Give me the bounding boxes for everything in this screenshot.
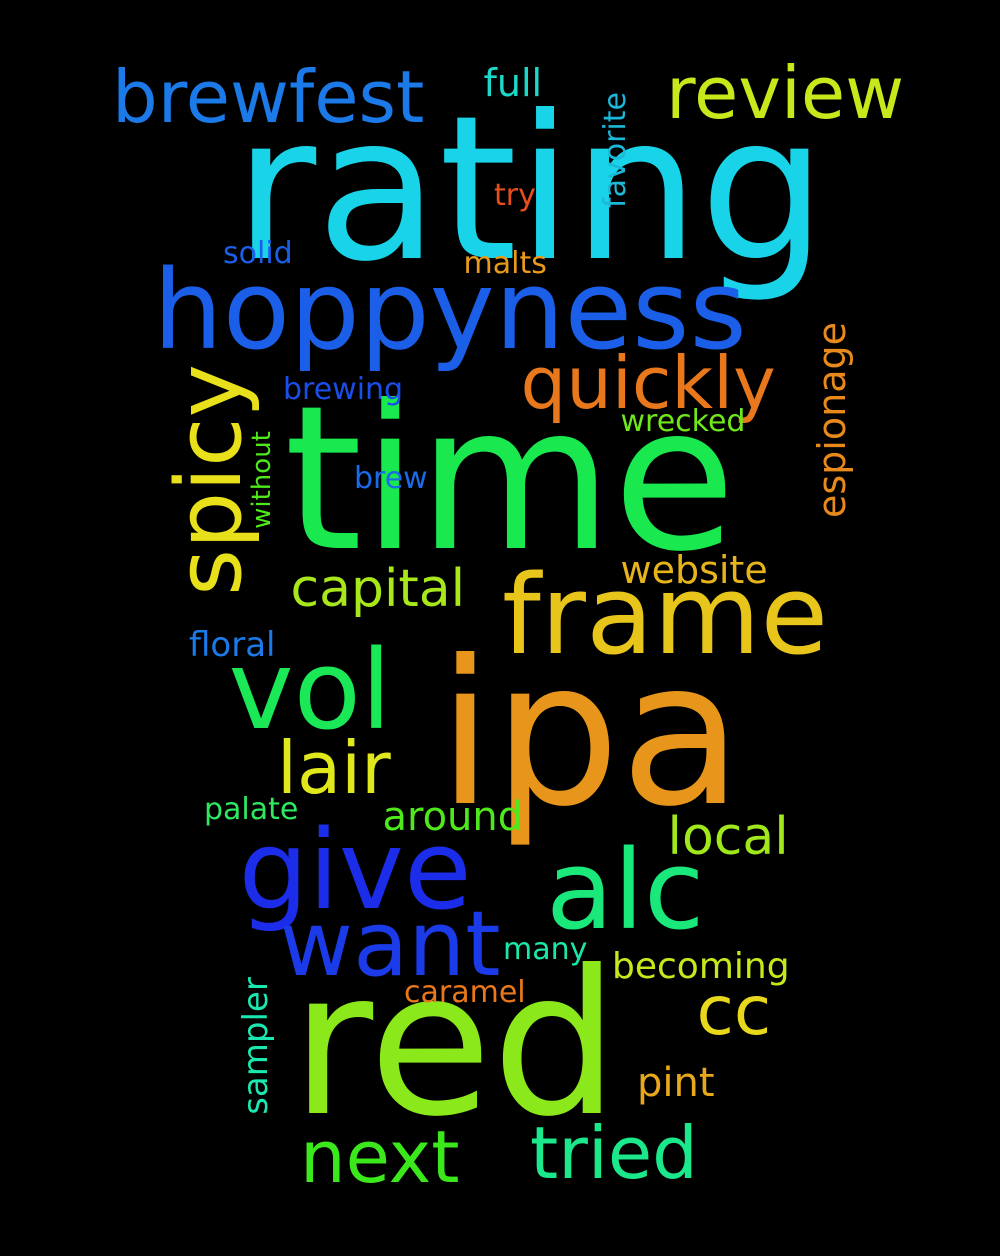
word-full: full bbox=[483, 61, 543, 105]
word-malts: malts bbox=[463, 246, 547, 281]
word-alc: alc bbox=[546, 826, 705, 954]
word-local: local bbox=[667, 807, 789, 867]
word-favorite: favorite bbox=[597, 92, 633, 208]
word-review: review bbox=[666, 51, 905, 135]
word-brewfest: brewfest bbox=[112, 55, 425, 139]
word-hoppyness: hoppyness bbox=[153, 246, 747, 374]
word-brewing: brewing bbox=[283, 372, 404, 407]
word-capital: capital bbox=[290, 559, 466, 619]
word-without: without bbox=[246, 431, 277, 529]
word-next: next bbox=[300, 1115, 460, 1199]
word-try: try bbox=[494, 178, 536, 213]
word-many: many bbox=[503, 932, 588, 967]
word-red: red bbox=[291, 928, 619, 1161]
word-brew: brew bbox=[354, 461, 428, 496]
word-quickly: quickly bbox=[520, 341, 776, 425]
word-cc: cc bbox=[696, 972, 772, 1051]
word-becoming: becoming bbox=[612, 946, 790, 987]
word-sampler: sampler bbox=[235, 977, 276, 1115]
word-ipa: ipa bbox=[437, 618, 743, 851]
word-around: around bbox=[382, 794, 524, 840]
word-website: website bbox=[620, 548, 768, 592]
word-palate: palate bbox=[204, 792, 299, 827]
word-solid: solid bbox=[223, 236, 293, 271]
word-tried: tried bbox=[530, 1111, 698, 1195]
word-rating: rating bbox=[234, 73, 827, 306]
word-espionage: espionage bbox=[809, 322, 854, 518]
word-time: time bbox=[284, 363, 736, 596]
word-caramel: caramel bbox=[404, 975, 526, 1010]
word-frame: frame bbox=[502, 551, 829, 679]
word-want: want bbox=[279, 892, 501, 997]
word-spicy: spicy bbox=[156, 364, 262, 596]
word-pint: pint bbox=[637, 1060, 715, 1106]
word-lair: lair bbox=[277, 726, 391, 810]
word-give: give bbox=[238, 806, 472, 934]
word-floral: floral bbox=[189, 625, 276, 665]
word-wrecked: wrecked bbox=[620, 404, 746, 439]
word-vol: vol bbox=[228, 626, 392, 754]
